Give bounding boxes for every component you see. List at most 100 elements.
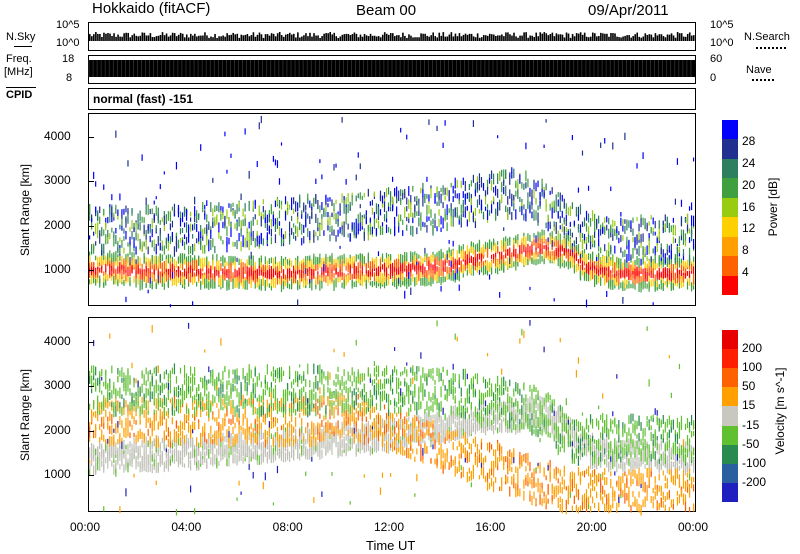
rti-mark	[606, 249, 608, 261]
nsky-mark	[654, 33, 657, 41]
rti-mark	[107, 441, 109, 452]
rti-mark	[173, 258, 176, 266]
rti-mark	[315, 213, 317, 223]
rti-mark	[618, 274, 620, 285]
rti-mark	[559, 246, 561, 252]
rti-mark	[317, 263, 319, 271]
rti-mark	[173, 450, 176, 455]
rti-mark	[129, 375, 131, 384]
rti-mark	[545, 222, 547, 229]
rti-mark	[341, 229, 343, 236]
rti-mark	[650, 279, 652, 287]
nsky-mark	[660, 34, 663, 41]
rti-mark	[610, 244, 612, 255]
rti-mark	[125, 400, 127, 408]
rti-mark	[537, 205, 539, 211]
rti-mark	[93, 339, 95, 347]
rti-mark	[670, 282, 672, 291]
nsky-mark	[286, 33, 289, 41]
rti-mark	[321, 224, 323, 231]
y-tick-mark	[88, 269, 94, 271]
rti-mark	[228, 435, 230, 443]
nsky-mark	[468, 33, 471, 41]
rti-mark	[389, 257, 392, 265]
rti-mark	[515, 237, 517, 244]
rti-mark	[305, 256, 307, 267]
rti-mark	[446, 213, 448, 220]
rti-mark	[563, 217, 565, 222]
rti-mark	[222, 279, 224, 289]
rti-mark	[190, 211, 192, 217]
nsky-mark	[105, 33, 107, 41]
rti-mark	[337, 277, 339, 283]
rti-mark	[408, 264, 410, 271]
rti-mark	[551, 211, 553, 219]
rti-mark	[262, 213, 264, 220]
nsky-mark	[557, 34, 560, 41]
nsky-mark	[690, 35, 693, 41]
nsky-mark	[127, 32, 129, 41]
rti-mark	[145, 204, 147, 215]
rti-mark	[608, 272, 610, 284]
rti-mark	[181, 228, 184, 233]
rti-mark	[135, 420, 137, 425]
rti-mark	[159, 228, 161, 236]
nsky-mark	[406, 37, 408, 41]
rti-mark	[610, 273, 612, 282]
rti-mark	[329, 234, 331, 242]
rti-mark	[149, 369, 151, 375]
rti-mark	[115, 130, 117, 138]
rti-mark	[91, 268, 93, 276]
rti-mark	[157, 384, 159, 392]
rti-mark	[555, 221, 557, 230]
nsky-mark	[133, 33, 136, 41]
rti-mark	[234, 277, 236, 288]
rti-mark	[591, 251, 594, 261]
rti-mark	[250, 265, 252, 277]
nsky-mark	[634, 34, 636, 41]
rti-mark	[642, 280, 644, 290]
rti-mark	[151, 376, 153, 387]
rti-mark	[406, 224, 408, 231]
rti-mark	[258, 276, 260, 286]
rti-mark	[462, 249, 464, 260]
rti-mark	[147, 246, 149, 255]
rti-mark	[640, 218, 642, 228]
rti-mark	[119, 193, 121, 201]
rti-mark	[355, 218, 357, 228]
rti-mark	[456, 193, 458, 199]
rti-mark	[664, 253, 666, 264]
rti-mark	[220, 424, 222, 435]
rti-mark	[497, 263, 499, 275]
rti-mark	[274, 218, 277, 225]
rti-mark	[444, 195, 446, 201]
rti-mark	[220, 277, 222, 288]
rti-mark	[363, 192, 365, 198]
rti-mark	[533, 187, 535, 199]
rti-mark	[614, 220, 616, 227]
rti-mark	[571, 232, 573, 238]
rti-mark	[111, 274, 113, 281]
rti-mark	[537, 237, 539, 247]
rti-mark	[105, 258, 107, 263]
rti-mark	[240, 273, 242, 283]
rti-mark	[91, 273, 93, 285]
rti-mark	[507, 196, 509, 205]
rti-mark	[575, 237, 578, 245]
rti-mark	[436, 226, 438, 232]
rti-mark	[420, 272, 422, 282]
rti-mark	[602, 262, 604, 271]
rti-mark	[690, 283, 693, 290]
rti-mark	[680, 199, 683, 207]
rti-mark	[626, 253, 628, 263]
rti-mark	[545, 183, 547, 191]
rti-mark	[454, 207, 456, 218]
nsky-mark	[682, 36, 685, 41]
rti-mark	[666, 243, 668, 251]
rti-mark	[135, 268, 137, 279]
rti-mark	[115, 235, 117, 245]
rti-mark	[135, 246, 137, 255]
rti-mark	[527, 259, 529, 265]
rti-mark	[117, 367, 119, 375]
rti-mark	[458, 273, 460, 280]
